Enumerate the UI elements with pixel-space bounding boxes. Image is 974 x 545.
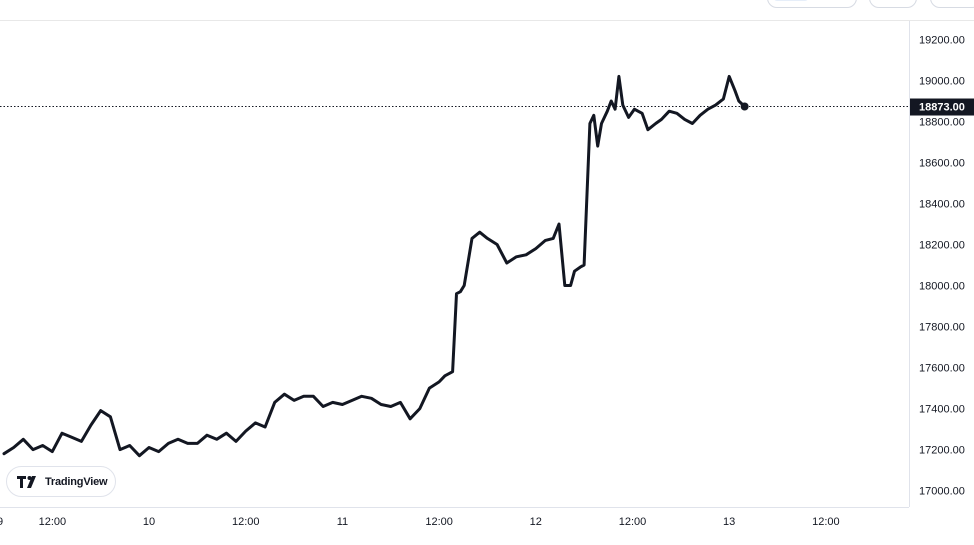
current-price-tag-bg xyxy=(910,98,974,116)
time-axis-tick-label-edge: 9 xyxy=(0,516,3,528)
price-axis-tick-label: 18000.00 xyxy=(919,281,965,293)
tradingview-badge[interactable]: TradingView xyxy=(6,466,116,497)
price-axis-tick-label: 17400.00 xyxy=(919,404,965,416)
top-divider xyxy=(0,20,974,21)
last-price-marker xyxy=(740,102,749,111)
time-axis[interactable]: 12:00 10 12:00 11 12:00 12 12:00 13 12:00 9 xyxy=(0,507,909,529)
price-axis[interactable]: 19200.00 19000.00 18800.00 18600.00 18400.00… xyxy=(909,21,974,507)
price-axis-tick-label: 19200.00 xyxy=(919,34,965,46)
price-axis-tick-label: 17600.00 xyxy=(919,363,965,375)
price-axis-tick-label: 18200.00 xyxy=(919,240,965,252)
price-series-line xyxy=(2,74,747,458)
time-axis-tick-label: 12:00 xyxy=(812,516,840,528)
price-axis-tick-label: 18800.00 xyxy=(919,116,965,128)
price-axis-tick-label: 17800.00 xyxy=(919,322,965,334)
time-axis-tick-label: 12 xyxy=(530,516,542,528)
time-axis-tick-label: 12:00 xyxy=(425,516,453,528)
price-axis-tick-label: 17000.00 xyxy=(919,486,965,498)
time-axis-tick-label: 12:00 xyxy=(232,516,260,528)
tradingview-label: TradingView xyxy=(45,475,108,488)
time-axis-tick-label: 12:00 xyxy=(39,516,67,528)
time-axis-tick-label: 13 xyxy=(723,516,735,528)
time-axis-tick-label: 10 xyxy=(143,516,155,528)
time-axis-tick-label: 12:00 xyxy=(619,516,647,528)
price-axis-tick-label: 18600.00 xyxy=(919,157,965,169)
current-price-tag: 18873.00 xyxy=(910,98,974,116)
price-axis-tick-label: 19000.00 xyxy=(919,75,965,87)
time-axis-tick-label: 11 xyxy=(337,516,348,528)
tradingview-logo-icon xyxy=(17,475,36,488)
plot-area xyxy=(0,74,909,458)
price-axis-tick-label: 18400.00 xyxy=(919,199,965,211)
price-axis-tick-label: 17200.00 xyxy=(919,445,965,457)
current-price-tag-label: 18873.00 xyxy=(919,102,965,114)
